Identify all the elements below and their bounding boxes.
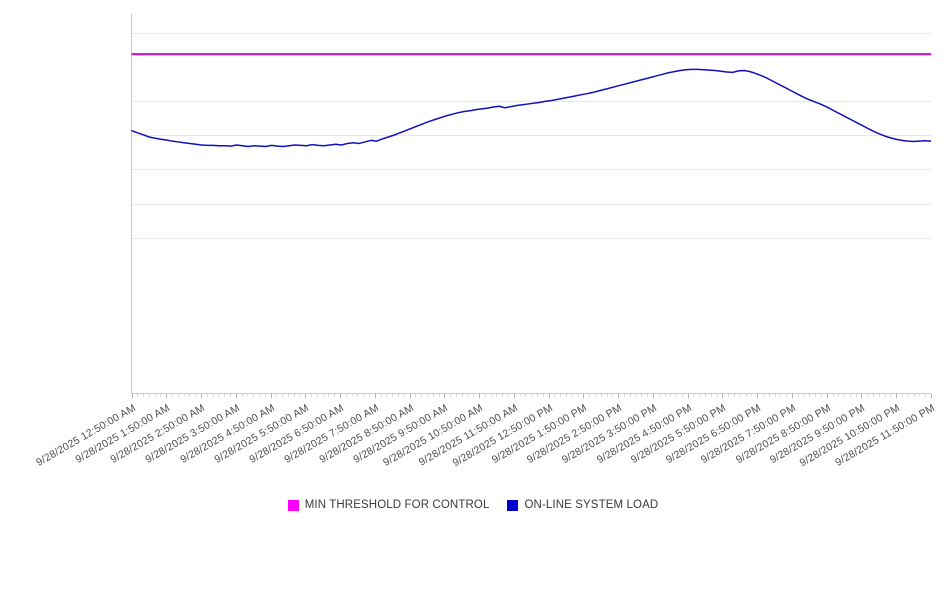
legend-item[interactable]: MIN THRESHOLD FOR CONTROL: [287, 499, 490, 511]
axis-lines: [131, 13, 931, 394]
x-axis-ticks: [132, 393, 932, 399]
series-line: [131, 68, 932, 148]
chart-legend: MIN THRESHOLD FOR CONTROL ON-LINE SYSTEM …: [0, 494, 946, 516]
legend-color-swatch: [287, 499, 299, 511]
data-series: [131, 52, 932, 148]
legend-item[interactable]: ON-LINE SYSTEM LOAD: [507, 499, 658, 511]
gridlines: [131, 33, 931, 239]
legend-label: ON-LINE SYSTEM LOAD: [524, 499, 659, 511]
legend-label: MIN THRESHOLD FOR CONTROL: [304, 499, 490, 511]
legend-color-swatch: [507, 499, 519, 511]
chart-plot-area: [131, 13, 932, 399]
load-chart: 9/28/2025 12:50:00 AM 9/28/2025 1:50:00 A…: [0, 13, 946, 516]
